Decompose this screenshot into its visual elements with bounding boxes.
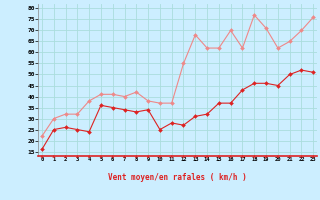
X-axis label: Vent moyen/en rafales ( km/h ): Vent moyen/en rafales ( km/h ): [108, 173, 247, 182]
